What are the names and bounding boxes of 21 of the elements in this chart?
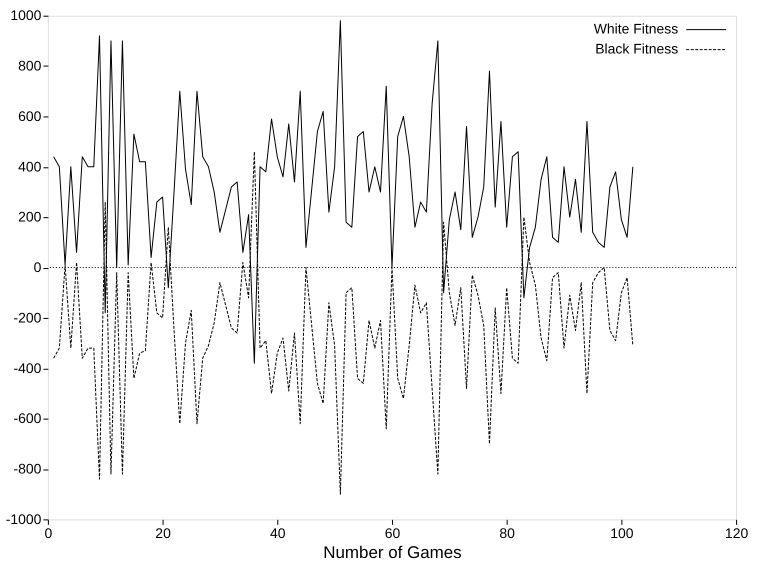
y-tick-label: 400 — [18, 158, 42, 174]
x-tick-label: 20 — [155, 524, 172, 541]
legend-label: Black Fitness — [595, 40, 678, 57]
x-tick-label: 100 — [610, 524, 634, 541]
y-tick-label: 0 — [34, 259, 42, 276]
y-tick-label: -800 — [13, 460, 42, 476]
x-tick-label: 40 — [270, 524, 286, 541]
y-tick-label: 800 — [18, 58, 42, 74]
y-tick-label: -600 — [13, 410, 42, 426]
x-axis-title: Number of Games — [323, 542, 462, 562]
y-tick-label: 1000 — [10, 7, 42, 24]
x-tick-label: 0 — [44, 524, 52, 541]
y-tick-label: 200 — [18, 208, 42, 225]
y-tick-label: -400 — [13, 360, 42, 376]
legend-label: White Fitness — [594, 20, 678, 37]
x-tick-label: 120 — [724, 524, 748, 541]
x-tick-label: 80 — [499, 524, 516, 541]
y-tick-label: -1000 — [6, 510, 42, 527]
y-tick-label: 600 — [18, 108, 42, 124]
y-tick-label: -200 — [13, 309, 42, 326]
x-tick-label: 60 — [384, 524, 400, 541]
